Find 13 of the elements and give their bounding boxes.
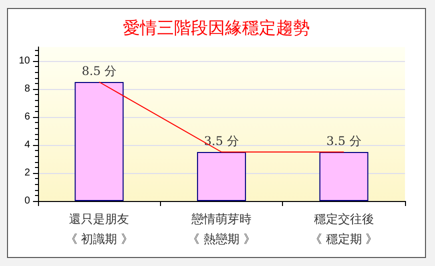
y-tick-label: 8 [24,84,30,94]
y-tick-label: 4 [24,140,30,150]
chart-title: 愛情三階段因緣穩定趨勢 [123,18,310,38]
y-tick-label: 2 [24,168,30,178]
x-tick-label: 穩定交往後《 穩定期 》 [310,212,378,246]
y-tick-label: 10 [18,56,30,66]
x-tick-label: 戀情萌芽時《 熱戀期 》 [188,212,256,246]
data-label: 3.5 分 [204,134,239,148]
y-tick-label: 0 [24,196,30,206]
x-tick-label: 還只是朋友《 初識期 》 [65,212,133,246]
y-tick-label: 6 [24,112,30,122]
data-label: 8.5 分 [82,64,117,78]
data-label: 3.5 分 [326,134,362,148]
